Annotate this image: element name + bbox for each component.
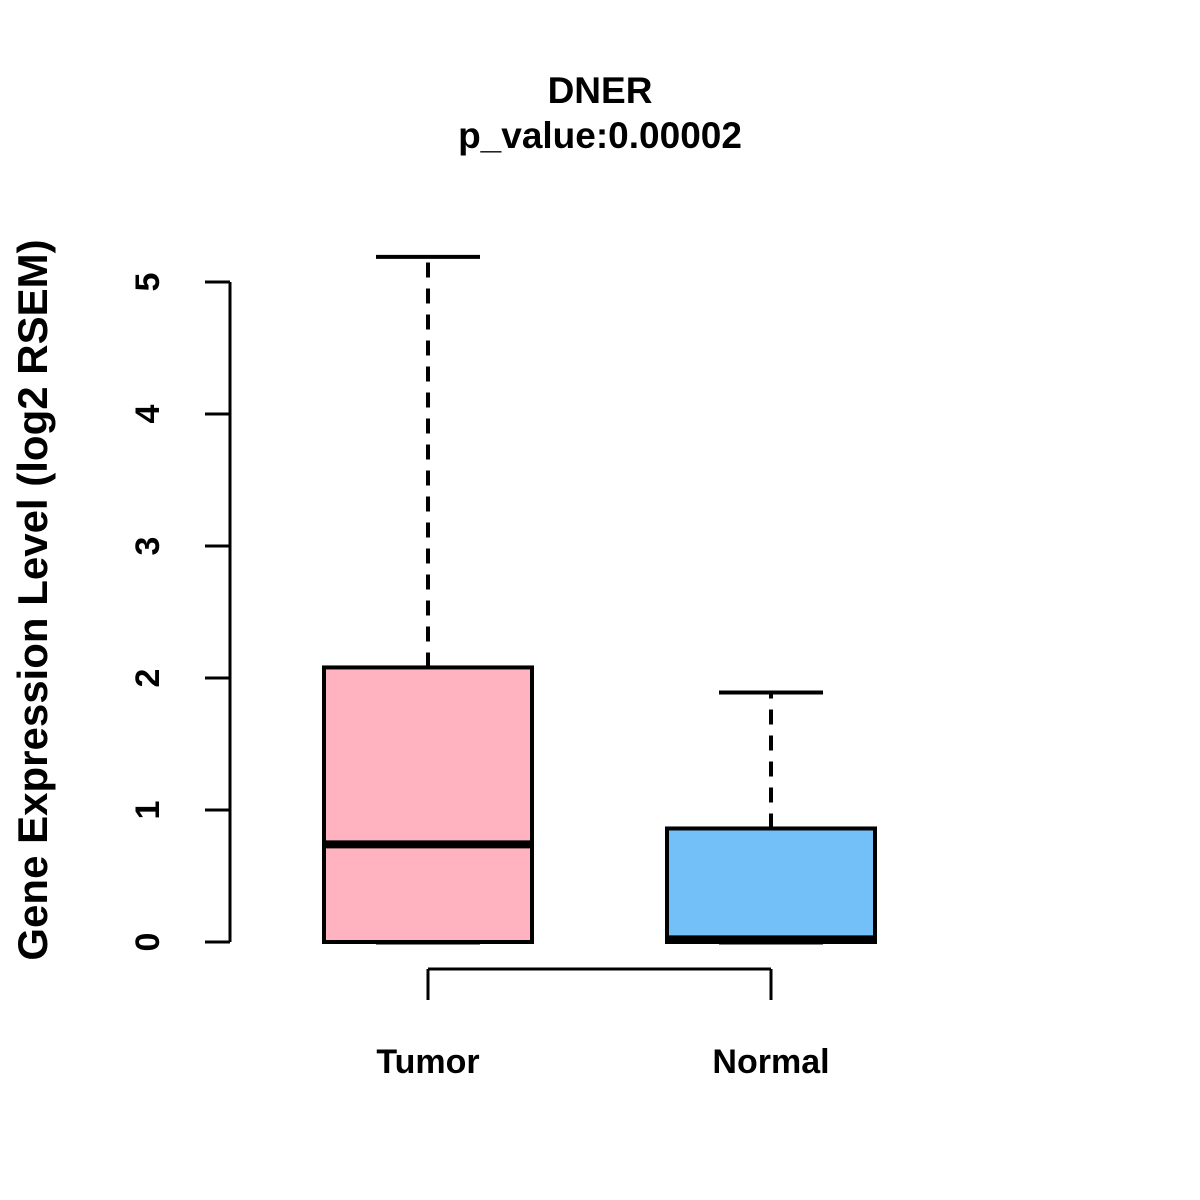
chart-subtitle: p_value:0.00002	[458, 115, 742, 156]
x-category-label: Tumor	[376, 1043, 479, 1081]
y-tick-label: 3	[129, 537, 167, 556]
y-tick-label: 4	[129, 404, 167, 423]
chart-title: DNER	[547, 70, 653, 111]
y-tick-label: 0	[129, 933, 167, 952]
box-normal	[665, 826, 877, 944]
box-tumor	[322, 665, 534, 944]
y-tick-label: 2	[129, 669, 167, 688]
y-tick-label: 1	[129, 801, 167, 820]
x-category-label: Normal	[712, 1043, 829, 1081]
y-tick-label: 5	[129, 273, 167, 292]
